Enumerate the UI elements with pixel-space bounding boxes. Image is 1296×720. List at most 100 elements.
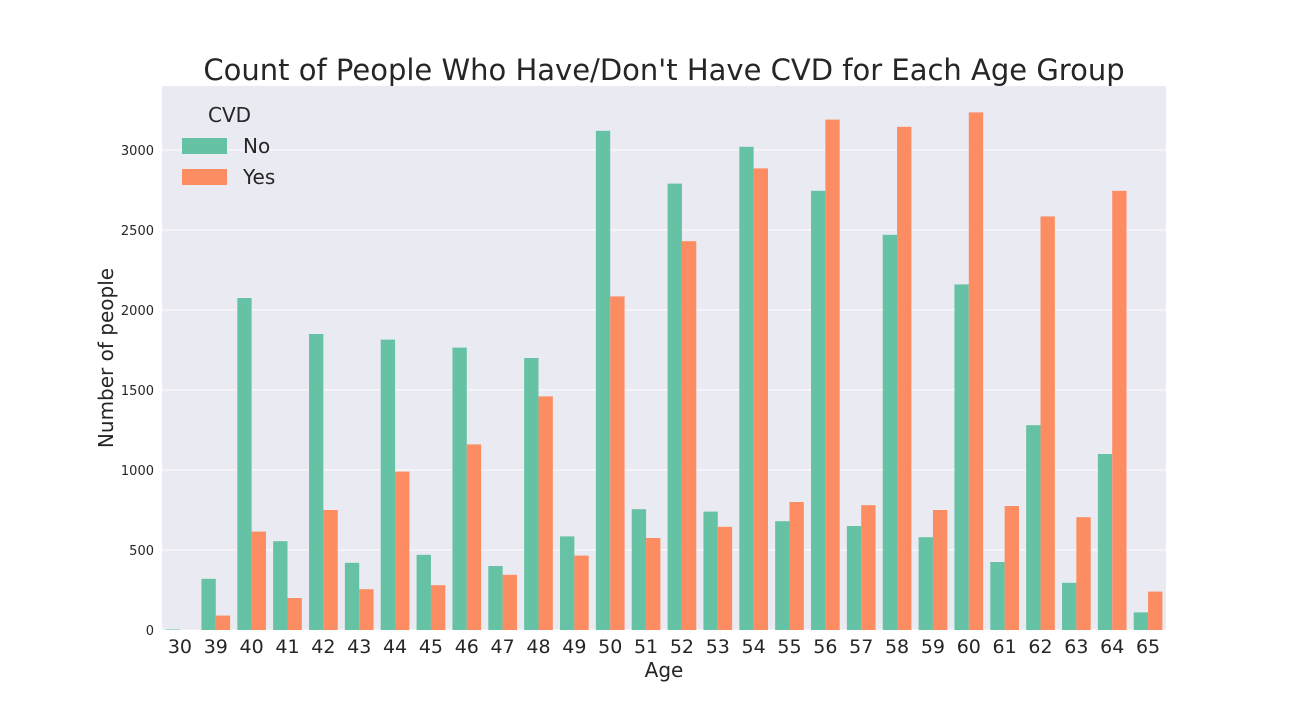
chart-title: Count of People Who Have/Don't Have CVD … — [203, 53, 1124, 87]
bar-no-59 — [918, 537, 933, 630]
bar-yes-45 — [430, 585, 446, 630]
bar-yes-51 — [646, 538, 661, 630]
x-tick-label: 62 — [1028, 636, 1052, 658]
x-tick-label: 49 — [562, 636, 586, 658]
x-tick-label: 51 — [634, 636, 658, 658]
bar-yes-39 — [215, 615, 231, 630]
y-axis-label: Number of people — [94, 268, 118, 448]
x-tick-label: 59 — [921, 636, 945, 658]
x-tick-label: 47 — [491, 636, 515, 658]
x-tick-label: 55 — [777, 636, 801, 658]
bar-yes-49 — [574, 555, 589, 630]
bar-yes-55 — [789, 502, 804, 630]
x-tick-label: 42 — [311, 636, 335, 658]
bar-no-41 — [273, 541, 288, 630]
x-tick-label: 30 — [168, 636, 192, 658]
y-tick-label: 2000 — [121, 304, 154, 319]
bar-yes-56 — [825, 119, 840, 630]
y-tick-label: 1000 — [121, 464, 154, 479]
bar-no-42 — [309, 334, 324, 630]
bar-yes-50 — [610, 296, 625, 630]
bar-no-45 — [416, 554, 431, 630]
legend-swatch-no — [182, 138, 227, 154]
bar-yes-46 — [466, 444, 482, 630]
x-tick-label: 46 — [455, 636, 479, 658]
bar-no-46 — [452, 347, 467, 630]
bar-no-63 — [1062, 582, 1077, 630]
bar-yes-65 — [1148, 591, 1163, 630]
bar-no-50 — [595, 130, 611, 631]
bar-no-61 — [990, 562, 1005, 630]
bar-no-43 — [344, 562, 360, 630]
x-tick-label: 45 — [419, 636, 443, 658]
bar-yes-64 — [1112, 190, 1127, 631]
x-tick-label: 64 — [1100, 636, 1124, 658]
legend-label-no: No — [243, 134, 270, 158]
bars — [165, 112, 1163, 631]
x-tick-label: 56 — [813, 636, 837, 658]
legend-swatch-yes — [182, 169, 227, 185]
x-tick-label: 58 — [885, 636, 909, 658]
x-tick-label: 65 — [1136, 636, 1160, 658]
bar-no-57 — [846, 526, 862, 630]
y-tick-labels: 0 500 1000 1500 2000 2500 3000 — [121, 144, 154, 639]
bar-yes-60 — [968, 112, 984, 630]
bar-yes-63 — [1076, 517, 1091, 630]
x-tick-label: 63 — [1064, 636, 1088, 658]
bar-yes-41 — [287, 598, 302, 630]
x-tick-label: 60 — [957, 636, 981, 658]
bar-yes-52 — [681, 241, 697, 630]
y-tick-label: 3000 — [121, 144, 154, 159]
bar-yes-48 — [538, 396, 553, 630]
bar-no-53 — [703, 511, 718, 630]
bar-no-64 — [1097, 454, 1113, 630]
bar-no-58 — [882, 234, 898, 631]
bar-yes-42 — [323, 510, 338, 630]
y-tick-label: 2500 — [121, 224, 154, 239]
x-axis-label: Age — [645, 658, 684, 682]
bar-yes-43 — [359, 589, 374, 630]
x-tick-label: 44 — [383, 636, 407, 658]
bar-no-49 — [560, 536, 575, 630]
bar-yes-59 — [932, 510, 948, 630]
bar-no-65 — [1133, 612, 1149, 630]
bar-yes-61 — [1004, 506, 1019, 630]
x-tick-label: 50 — [598, 636, 622, 658]
y-tick-label: 0 — [146, 624, 154, 639]
bar-no-51 — [631, 509, 647, 630]
bar-yes-54 — [753, 168, 768, 630]
x-tick-label: 48 — [526, 636, 550, 658]
bar-yes-62 — [1040, 216, 1055, 630]
x-tick-label: 53 — [706, 636, 730, 658]
bar-no-44 — [380, 339, 396, 630]
bar-no-48 — [524, 358, 539, 630]
legend: CVD No Yes — [182, 103, 275, 189]
x-tick-label: 40 — [240, 636, 264, 658]
bar-no-62 — [1026, 425, 1041, 630]
bar-yes-40 — [251, 531, 266, 630]
bar-no-52 — [667, 183, 682, 630]
bar-yes-57 — [861, 505, 876, 630]
bar-no-40 — [237, 298, 252, 630]
x-tick-label: 52 — [670, 636, 694, 658]
bar-no-55 — [775, 521, 790, 630]
x-tick-label: 61 — [993, 636, 1017, 658]
x-tick-label: 54 — [742, 636, 766, 658]
bar-no-54 — [739, 146, 754, 631]
y-tick-label: 1500 — [121, 384, 154, 399]
x-tick-label: 43 — [347, 636, 371, 658]
legend-label-yes: Yes — [242, 165, 275, 189]
x-tick-label: 39 — [204, 636, 228, 658]
bar-no-47 — [488, 566, 503, 630]
bar-yes-53 — [717, 526, 733, 630]
y-tick-label: 500 — [129, 544, 154, 559]
x-tick-label: 57 — [849, 636, 873, 658]
bar-yes-47 — [502, 574, 517, 630]
legend-title: CVD — [208, 103, 251, 127]
bar-yes-44 — [395, 471, 410, 630]
x-tick-label: 41 — [275, 636, 299, 658]
bar-no-56 — [811, 190, 826, 631]
x-tick-labels: 30 39 40 41 42 43 44 45 46 47 48 49 50 51 52 53 54 55 56 57… — [168, 636, 1160, 658]
bar-yes-58 — [897, 126, 912, 631]
